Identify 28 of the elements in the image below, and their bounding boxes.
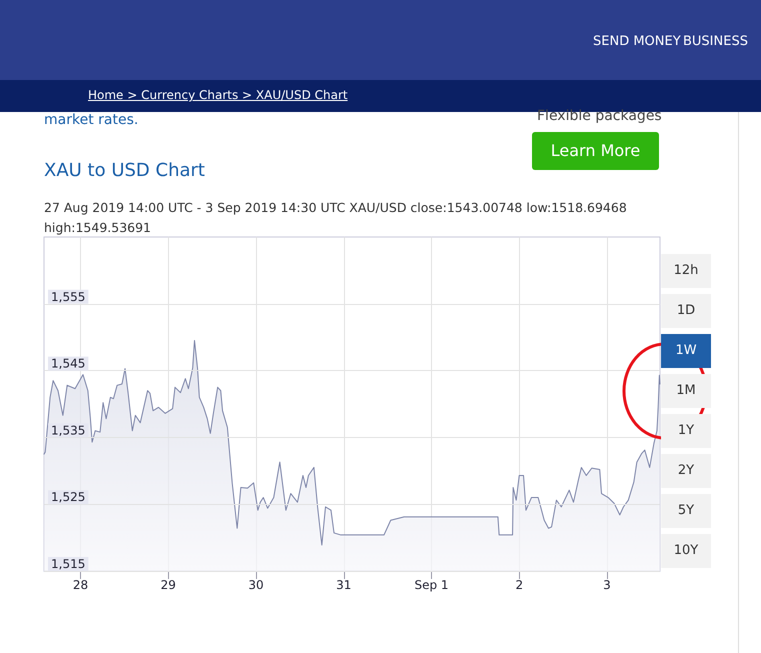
chart-title: XAU to USD Chart: [44, 160, 205, 181]
text: Flexible packages: [537, 108, 662, 124]
text: SEND MONEY: [593, 34, 681, 49]
x-tick-label: 2: [515, 578, 524, 592]
text: 2Y: [661, 454, 711, 488]
text: market rates.: [44, 112, 138, 128]
y-tick-label: 1,515: [51, 557, 86, 571]
chart-subtitle: 27 Aug 2019 14:00 UTC - 3 Sep 2019 14:30 UTC XAU/USD close:1543.00748 low:1518.69468 high:1549.53691: [44, 199, 628, 237]
x-tick-label: 31: [336, 578, 352, 592]
x-tick-label: Sep 1: [414, 578, 449, 592]
x-tick-label: 30: [248, 578, 264, 592]
y-tick-label: 1,525: [51, 490, 86, 504]
text: 12h: [661, 254, 711, 288]
text: BUSINESS: [683, 34, 748, 49]
y-tick-label: 1,545: [51, 356, 86, 371]
text: 1Y: [661, 414, 711, 448]
x-tick-label: 29: [160, 578, 176, 592]
text: 10Y: [661, 534, 711, 568]
text: 1D: [661, 294, 711, 328]
text: 1M: [661, 374, 711, 408]
text: Home > Currency Charts > XAU/USD Chart: [88, 88, 348, 102]
text: 1W: [661, 334, 711, 368]
y-tick-label: 1,555: [51, 290, 86, 304]
x-tick-label: 28: [72, 578, 88, 592]
text: Learn More: [532, 132, 659, 170]
x-tick-label: 3: [603, 578, 611, 592]
y-tick-label: 1,535: [51, 423, 86, 438]
text: 5Y: [661, 494, 711, 528]
